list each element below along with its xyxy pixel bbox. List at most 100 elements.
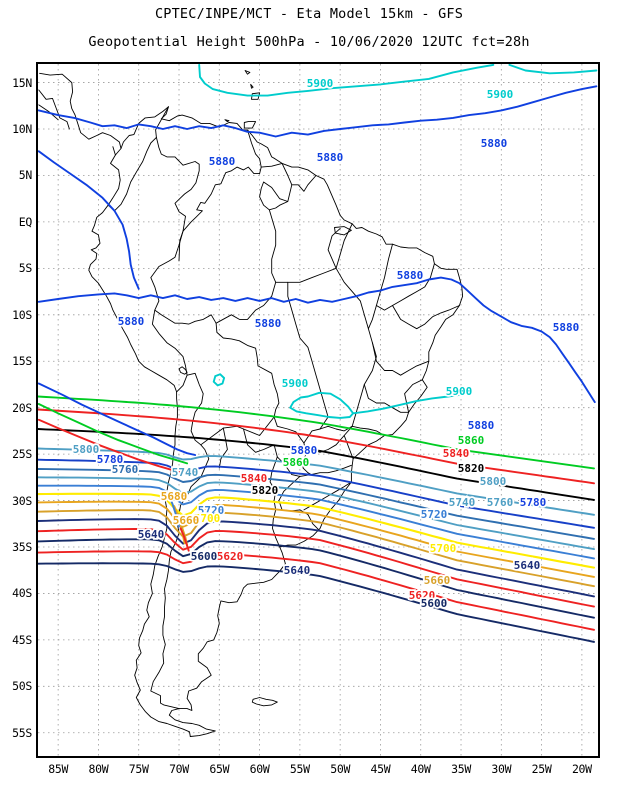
contour-label: 5800 xyxy=(73,443,100,456)
contour-label: 5620 xyxy=(217,550,244,563)
contour-label-halo: 5700 xyxy=(194,512,221,525)
contour-label: 5900 xyxy=(307,77,334,90)
contour-label-halo: 5600 xyxy=(421,597,448,610)
contour-label: 5720 xyxy=(198,504,225,517)
contour-label: 5860 xyxy=(458,434,485,447)
contour-label: 5880 xyxy=(468,419,495,432)
contour-label-halo: 5900 xyxy=(282,377,309,390)
contour-labels: 5900 5900 5900 5900 5880 5880 5880 5880 5880 5880… xyxy=(71,75,581,611)
y-tick-label: 20S xyxy=(12,400,32,415)
contour-label: 5760 xyxy=(487,496,514,509)
contour-label-halo: 5740 xyxy=(449,496,476,509)
contour-label-halo: 5880 xyxy=(317,151,344,164)
contour-layer xyxy=(38,64,598,643)
contour-label: 5640 xyxy=(284,564,311,577)
contour-label-halo: 5620 xyxy=(217,550,244,563)
contour-label-halo: 5880 xyxy=(255,317,282,330)
contour-label: 5900 xyxy=(282,377,309,390)
y-tick-label: 10N xyxy=(12,122,32,137)
contour-label-halo: 5800 xyxy=(73,443,100,456)
contour-label-halo: 5780 xyxy=(520,496,547,509)
contour-label: 5840 xyxy=(241,472,268,485)
contour-label: 5880 xyxy=(397,269,424,282)
contour-label: 5900 xyxy=(487,88,514,101)
contour-label: 5820 xyxy=(458,462,485,475)
contour-label: 5880 xyxy=(209,155,236,168)
contour-label-halo: 5600 xyxy=(191,550,218,563)
contour-label-halo: 5880 xyxy=(209,155,236,168)
contour-label-halo: 5840 xyxy=(241,472,268,485)
contour-label-halo: 5900 xyxy=(307,77,334,90)
contour-label: 5880 xyxy=(255,317,282,330)
contour-label-halo: 5900 xyxy=(487,88,514,101)
contour-label-halo: 5720 xyxy=(421,508,448,521)
contour-label-halo: 5740 xyxy=(172,466,199,479)
x-tick-label: 50W xyxy=(330,762,351,776)
contour-label-halo: 5840 xyxy=(443,447,470,460)
contour-label-halo: 5640 xyxy=(138,528,165,541)
contour-label-halo: 5880 xyxy=(553,321,580,334)
y-tick-label: 5N xyxy=(18,168,33,183)
y-tick-label: 15N xyxy=(12,75,32,90)
x-tick-label: 75W xyxy=(128,762,149,776)
contour-label-halo: 5640 xyxy=(284,564,311,577)
contour-label-halo: 5880 xyxy=(481,137,508,150)
contour-label: 5740 xyxy=(449,496,476,509)
contour-label: 5780 xyxy=(520,496,547,509)
y-tick-label: 50S xyxy=(12,679,32,694)
contour-label: 5700 xyxy=(194,512,221,525)
x-tick-label: 60W xyxy=(249,762,270,776)
contour-label-halo: 5880 xyxy=(397,269,424,282)
x-tick-label: 35W xyxy=(451,762,471,776)
contour-label-halo: 5820 xyxy=(458,462,485,475)
contour-label: 5800 xyxy=(480,475,507,488)
y-tick-label: 10S xyxy=(12,307,32,322)
contour-label: 5880 xyxy=(118,315,145,328)
contour-label: 5640 xyxy=(138,528,165,541)
contour-label: 5660 xyxy=(424,574,451,587)
page-subtitle: Geopotential Height 500hPa - 10/06/2020 … xyxy=(88,34,530,50)
contour-label: 5860 xyxy=(283,456,310,469)
y-tick-label: 45S xyxy=(12,632,32,647)
x-tick-label: 65W xyxy=(209,762,230,776)
y-tick-label: 30S xyxy=(12,493,32,508)
y-tick-label: 55S xyxy=(12,725,32,740)
y-tick-label: 40S xyxy=(12,586,32,601)
contour-label-halo: 5620 xyxy=(409,589,436,602)
contour-label: 5840 xyxy=(443,447,470,460)
contour-label-halo: 5640 xyxy=(514,559,541,572)
contour-label-halo: 5880 xyxy=(468,419,495,432)
contour-label: 5880 xyxy=(553,321,580,334)
contour-label: 5900 xyxy=(446,385,473,398)
contour-label-halo: 5680 xyxy=(161,490,188,503)
y-tick-label: EQ xyxy=(18,214,33,229)
contour-label-halo: 5660 xyxy=(173,514,200,527)
contour-label-halo: 5760 xyxy=(112,463,139,476)
x-tick-label: 25W xyxy=(531,762,552,776)
y-tick-label: 25S xyxy=(12,447,32,462)
contour-label: 5720 xyxy=(421,508,448,521)
gridlines xyxy=(38,64,598,756)
x-tick-label: 70W xyxy=(169,762,189,776)
contour-label-halo: 5860 xyxy=(458,434,485,447)
y-tick-label: 35S xyxy=(12,540,32,554)
x-tick-label: 20W xyxy=(571,762,592,776)
contour-label-halo: 5760 xyxy=(487,496,514,509)
map-contour-svg: 5900 5900 5900 5900 5880 5880 5880 5880 5880 5880… xyxy=(38,64,598,756)
contour-label-halo: 5720 xyxy=(198,504,225,517)
contour-label: 5680 xyxy=(161,490,188,503)
contour-label-halo: 5780 xyxy=(97,453,124,466)
contour-label: 5660 xyxy=(173,514,200,527)
contour-label-halo: 5880 xyxy=(291,444,318,457)
contour-label: 5820 xyxy=(252,484,279,497)
contour-label: 5600 xyxy=(191,550,218,563)
contour-label-halo: 5880 xyxy=(118,315,145,328)
contour-label-halo: 5660 xyxy=(424,574,451,587)
contour-label: 5700 xyxy=(430,542,457,555)
contour-label: 5880 xyxy=(481,137,508,150)
x-tick-label: 80W xyxy=(88,762,109,776)
contour-label: 5760 xyxy=(112,463,139,476)
contour-label-halo: 5820 xyxy=(252,484,279,497)
contour-label: 5880 xyxy=(291,444,318,457)
